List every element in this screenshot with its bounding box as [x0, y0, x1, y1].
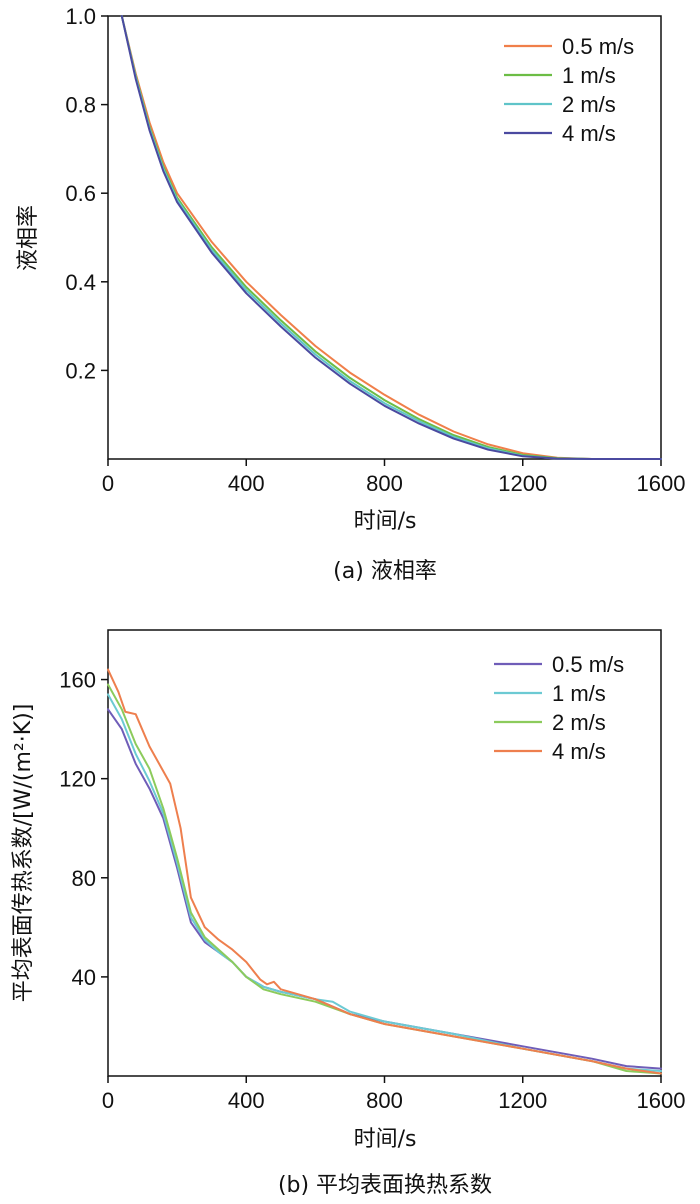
panel-b-x-axis-label: 时间/s [354, 1127, 417, 1152]
series-line [107, 693, 662, 1072]
panel-b-series-lines [107, 668, 662, 1075]
legend-label: 0.5 m/s [562, 34, 634, 59]
legend-label: 0.5 m/s [552, 652, 624, 677]
panel-a-series-lines [120, 15, 662, 460]
panel-a-x-axis-label: 时间/s [354, 509, 417, 534]
panel-a-liquid-fraction: 0 400 800 1200 1600 0.2 0.4 0.6 0.8 1.0 0.5 m/s 1 … [16, 4, 685, 584]
legend-label: 2 m/s [562, 92, 616, 117]
legend-label: 4 m/s [552, 739, 606, 764]
x-tick-label: 0 [102, 1088, 114, 1113]
panel-b-heat-transfer: 0 400 800 1200 1600 40 80 120 160 0.5 m/s 1 m/s 2 … [11, 629, 685, 1198]
x-tick-label: 800 [366, 1088, 403, 1113]
panel-b-y-axis-label: 平均表面传热系数/[W/(m²·K)] [11, 704, 36, 1003]
y-tick-label: 0.6 [65, 181, 96, 206]
y-tick-label: 120 [59, 767, 96, 792]
y-tick-label: 40 [72, 965, 96, 990]
legend-label: 2 m/s [552, 710, 606, 735]
panel-a-ticks: 0 400 800 1200 1600 0.2 0.4 0.6 0.8 1.0 [65, 4, 685, 496]
series-line [107, 668, 662, 1075]
y-tick-label: 80 [72, 866, 96, 891]
x-tick-label: 1200 [498, 471, 547, 496]
x-tick-label: 1200 [498, 1088, 547, 1113]
y-tick-label: 160 [59, 668, 96, 693]
y-tick-label: 0.2 [65, 358, 96, 383]
x-tick-label: 1600 [637, 471, 686, 496]
y-tick-label: 0.8 [65, 93, 96, 118]
series-line [120, 15, 662, 460]
panel-b-legend: 0.5 m/s 1 m/s 2 m/s 4 m/s [494, 652, 624, 764]
x-tick-label: 400 [228, 1088, 265, 1113]
panel-a-y-axis-label: 液相率 [16, 205, 41, 271]
panel-a-caption: (a) 液相率 [333, 559, 437, 584]
x-tick-label: 400 [228, 471, 265, 496]
panel-a-legend: 0.5 m/s 1 m/s 2 m/s 4 m/s [504, 34, 634, 146]
x-tick-label: 0 [102, 471, 114, 496]
legend-label: 1 m/s [552, 681, 606, 706]
series-line [120, 15, 662, 460]
x-tick-label: 800 [366, 471, 403, 496]
legend-label: 4 m/s [562, 121, 616, 146]
y-tick-label: 1.0 [65, 4, 96, 29]
panel-b-caption: (b) 平均表面换热系数 [278, 1173, 492, 1198]
legend-label: 1 m/s [562, 63, 616, 88]
x-tick-label: 1600 [637, 1088, 686, 1113]
y-tick-label: 0.4 [65, 270, 96, 295]
panel-b-ticks: 0 400 800 1200 1600 40 80 120 160 [59, 668, 685, 1113]
